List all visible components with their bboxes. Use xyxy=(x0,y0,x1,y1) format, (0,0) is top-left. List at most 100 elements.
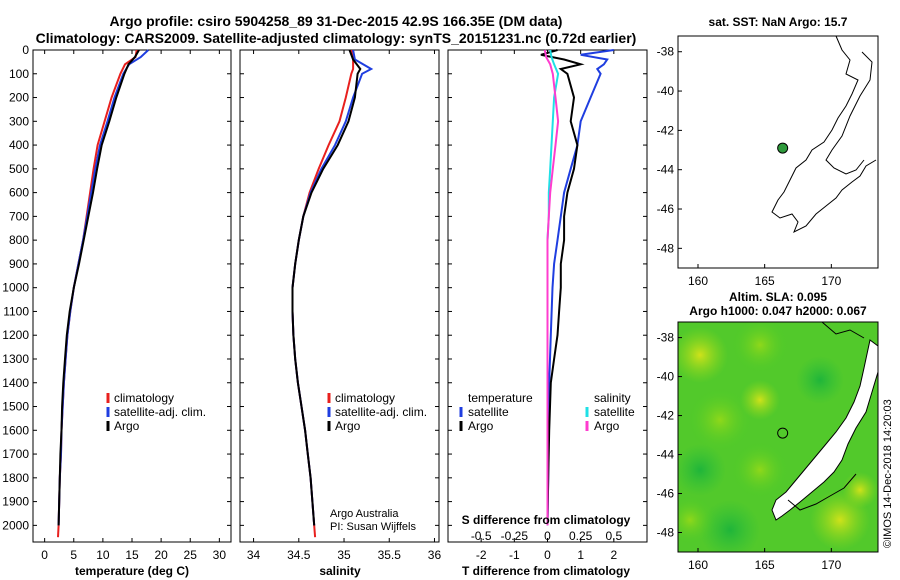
sla-map-subtitle: Argo h1000: 0.047 h2000: 0.067 xyxy=(689,304,867,318)
temperature-panel: 0100200300400500600700800900100011001200… xyxy=(2,43,232,578)
difference-panel: -2 -1 0 1 2 T difference from climatology S … xyxy=(447,49,648,578)
map-x-tick-label: 160 xyxy=(688,558,708,572)
salinity-y-ticks xyxy=(240,49,439,526)
x-tick-label: 34.5 xyxy=(287,548,311,562)
legend-label: Argo xyxy=(594,419,620,433)
x-tick-label: 10 xyxy=(96,548,110,562)
temperature-xlabel: temperature (deg C) xyxy=(75,564,189,578)
legend-label: satellite xyxy=(594,405,635,419)
depth-tick-label: 1200 xyxy=(2,328,29,342)
depth-tick-label: 1100 xyxy=(3,304,29,318)
map-y-tick-label: -42 xyxy=(657,123,675,137)
argo-location-marker xyxy=(777,142,789,154)
salinity-lines xyxy=(291,49,374,538)
credit-line1: Argo Australia xyxy=(330,508,399,520)
depth-tick-label: 1000 xyxy=(2,281,29,295)
depth-tick-label: 2000 xyxy=(2,518,29,532)
salinity-x-axis: 34 34.5 35 35.5 36 xyxy=(247,50,442,562)
s-tick-label: 0.5 xyxy=(605,529,622,543)
map-y-tick-label: -40 xyxy=(657,370,675,384)
depth-tick-label: 400 xyxy=(9,138,29,152)
salinity-xlabel: salinity xyxy=(319,564,361,578)
sst-coastline xyxy=(771,35,877,234)
sst-map-title: sat. SST: NaN Argo: 15.7 xyxy=(709,15,848,29)
sla-anomaly-patch xyxy=(686,386,754,454)
depth-tick-label: 1900 xyxy=(2,495,29,509)
sst-map-markers xyxy=(777,142,789,154)
legend-label: climatology xyxy=(114,391,174,405)
figure-title-line1: Argo profile: csiro 5904258_89 31-Dec-20… xyxy=(110,13,563,29)
map-y-tick-label: -42 xyxy=(657,409,675,423)
sst-map-axes: 160 165 170 -38 -40 -42 -44 -46 -48 xyxy=(657,45,842,288)
x-tick-label: 20 xyxy=(154,548,168,562)
argo-location-marker xyxy=(777,427,789,439)
sst-map-frame xyxy=(677,35,879,269)
credit-line2: PI: Susan Wijffels xyxy=(330,521,416,533)
x-tick-label: -1 xyxy=(509,548,520,562)
sla-heatmap xyxy=(678,322,878,552)
s-difference-label: S difference from climatology xyxy=(462,513,631,527)
s-difference-axis: -0.5 -0.25 0 0.25 0.5 xyxy=(471,529,623,543)
difference-y-ticks xyxy=(448,49,647,526)
x-tick-label: 0 xyxy=(544,548,551,562)
map-x-tick-label: 170 xyxy=(821,558,841,572)
salinity-plot-frame xyxy=(239,49,440,543)
series-line-s-argo xyxy=(543,49,560,526)
sla-map-axes: 160 165 170 -38 -40 -42 -44 -46 -48 xyxy=(657,331,842,572)
salinity-panel: 34 34.5 35 35.5 36 salinity climatologysatel… xyxy=(239,49,442,578)
sla-anomaly-patch xyxy=(678,327,728,383)
map-y-tick-label: -46 xyxy=(657,202,675,216)
s-tick-label: -0.5 xyxy=(471,529,492,543)
x-tick-label: 15 xyxy=(125,548,139,562)
sla-anomaly-patch xyxy=(740,380,780,420)
depth-tick-label: 100 xyxy=(9,67,29,81)
coastline xyxy=(771,35,877,234)
map-x-tick-label: 165 xyxy=(755,558,775,572)
series-line-t-satellite xyxy=(546,49,614,526)
depth-tick-label: 1600 xyxy=(2,423,29,437)
sla-coastline xyxy=(771,321,879,521)
legend-t-title: temperature xyxy=(468,391,533,405)
sla-anomaly-patch xyxy=(842,472,878,508)
sla-map-panel: Altim. SLA: 0.095 Argo h1000: 0.047 h200… xyxy=(657,290,879,572)
map-y-tick-label: -38 xyxy=(657,45,675,59)
depth-tick-label: 1400 xyxy=(2,376,29,390)
sla-map-frame xyxy=(677,321,879,553)
sla-map-title: Altim. SLA: 0.095 xyxy=(729,290,827,304)
map-y-tick-label: -44 xyxy=(657,448,675,462)
x-tick-label: 25 xyxy=(184,548,198,562)
x-tick-label: 2 xyxy=(610,548,617,562)
depth-tick-label: 0 xyxy=(22,43,29,57)
map-x-tick-label: 170 xyxy=(821,274,841,288)
x-tick-label: 5 xyxy=(70,548,77,562)
map-y-tick-label: -40 xyxy=(657,84,675,98)
x-tick-label: 1 xyxy=(577,548,584,562)
x-tick-label: 30 xyxy=(213,548,227,562)
map-x-tick-label: 165 xyxy=(755,274,775,288)
series-line-argo xyxy=(57,49,140,526)
map-y-tick-label: -48 xyxy=(657,526,675,540)
x-tick-label: 34 xyxy=(247,548,261,562)
coastline xyxy=(821,321,865,339)
temperature-x-axis: 0 5 10 15 20 25 30 xyxy=(41,50,226,562)
sla-map-markers xyxy=(777,427,789,439)
map-y-tick-label: -44 xyxy=(657,163,675,177)
x-tick-label: 35.5 xyxy=(378,548,402,562)
s-tick-label: 0 xyxy=(544,529,551,543)
legend-label: climatology xyxy=(335,391,395,405)
south-island xyxy=(771,339,879,521)
difference-legend: temperature salinitysatelliteArgosatellit… xyxy=(459,391,635,433)
s-tick-label: -0.25 xyxy=(501,529,529,543)
timestamp: ©IMOS 14-Dec-2018 14:20:03 xyxy=(882,399,894,548)
legend-label: satellite xyxy=(468,405,509,419)
depth-tick-label: 900 xyxy=(9,257,29,271)
legend-s-title: salinity xyxy=(594,391,631,405)
temperature-lines xyxy=(57,49,149,538)
depth-tick-label: 1300 xyxy=(2,352,29,366)
x-tick-label: -2 xyxy=(476,548,487,562)
x-tick-label: 36 xyxy=(428,548,442,562)
sla-anomaly-patch xyxy=(796,356,844,404)
depth-tick-label: 1700 xyxy=(2,447,29,461)
